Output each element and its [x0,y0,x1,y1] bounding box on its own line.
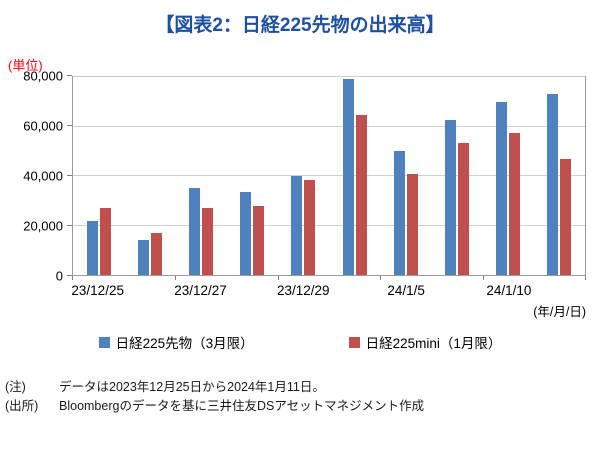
x-axis-tick-label: 24/1/5 [387,283,425,298]
bar-nikkei225-mini [458,142,470,275]
legend-label: 日経225先物（3月限） [115,336,254,351]
legend: 日経225先物（3月限） 日経225mini（1月限） [0,332,600,352]
note-prefix: (出所) [5,399,39,414]
y-axis-tick-label: 40,000 [23,168,63,184]
plot-wrap: 23/12/25 23/12/27 23/12/29 24/1/5 24/1/10 (年… [71,76,586,320]
y-axis-tick-mark [67,275,72,276]
bar-group [380,77,431,275]
x-axis-tick-label: 23/12/25 [71,283,124,298]
y-axis-tick-label: 80,000 [23,68,63,84]
bar-nikkei225-futures [496,101,508,275]
note-prefix: (注) [5,380,26,394]
y-axis-tick-mark [67,125,72,126]
bar-nikkei225-futures [393,151,405,275]
bar-nikkei225-mini [406,173,418,275]
y-axis-unit-label: (単位) [8,58,43,73]
bar-group [431,77,482,275]
y-axis-tick-mark [67,175,72,176]
y-axis-tick-label: 20,000 [23,218,63,234]
legend-swatch [348,336,360,348]
x-axis-tick-mark [72,276,73,280]
notes: (注) データは2023年12月25日から2024年1月11日。 (出所) Bloom… [5,378,600,417]
y-axis-tick-label: 0 [55,268,63,284]
gridline [73,175,585,176]
bar-nikkei225-futures [291,176,303,275]
note-row: (出所) Bloombergのデータを基に三井住友DSアセットマネジメント作成 [5,397,600,416]
chart: 0 20,000 40,000 60,000 80,000 23/12/25 23/12/… [6,69,586,320]
bar-nikkei225-mini [560,158,572,275]
chart-title: 【図表2：日経225先物の出来高】 [155,15,445,36]
x-axis-tick-label: 23/12/27 [174,283,227,298]
bar-nikkei225-futures [342,79,354,275]
y-axis-tick-mark [67,75,72,76]
bar-group [534,77,585,275]
bar-group [227,77,278,275]
note-text: データは2023年12月25日から2024年1月11日。 [59,380,325,394]
bar-nikkei225-mini [150,232,162,275]
legend-item: 日経225mini（1月限） [348,332,502,352]
bar-group [73,77,124,275]
bar-nikkei225-futures [137,240,149,275]
note-row: (注) データは2023年12月25日から2024年1月11日。 [5,378,600,397]
y-axis: 0 20,000 40,000 60,000 80,000 [6,69,72,284]
bar-group [124,77,175,275]
bar-nikkei225-futures [189,188,200,275]
x-axis-tick-mark [174,276,176,280]
bar-group [175,77,226,275]
y-axis-tick-label: 60,000 [23,118,63,134]
bar-nikkei225-futures [86,220,98,275]
bar-group [329,77,380,275]
bar-nikkei225-mini [99,208,111,275]
x-axis-tick-mark [483,276,485,280]
plot-area [72,76,586,276]
x-axis-tick-mark [380,276,382,280]
gridline [73,224,585,226]
x-axis-tick-mark [277,276,279,280]
gridline [73,125,585,127]
bar-group [483,77,534,275]
bar-nikkei225-mini [509,132,521,275]
y-axis-tick-mark [67,225,72,226]
x-axis-tick-label: 24/1/10 [486,283,532,298]
bar-nikkei225-mini [304,179,316,275]
bar-nikkei225-mini [202,208,213,275]
bar-nikkei225-futures [547,94,559,275]
bar-group [278,77,329,275]
gridline [73,76,585,77]
bar-nikkei225-futures [240,192,252,275]
legend-label: 日経225mini（1月限） [365,336,502,351]
bar-nikkei225-mini [355,115,367,275]
note-text: Bloombergのデータを基に三井住友DSアセットマネジメント作成 [59,399,425,414]
bar-nikkei225-futures [445,120,457,275]
x-axis-unit-note: (年/月/日) [533,305,586,319]
legend-item: 日経225先物（3月限） [98,332,254,352]
bar-nikkei225-mini [253,205,265,275]
x-axis-tick-label: 23/12/29 [277,283,330,298]
x-axis-tick-mark [585,276,586,280]
legend-swatch [98,336,110,348]
x-axis: 23/12/25 23/12/27 23/12/29 24/1/5 24/1/10 [71,276,586,301]
